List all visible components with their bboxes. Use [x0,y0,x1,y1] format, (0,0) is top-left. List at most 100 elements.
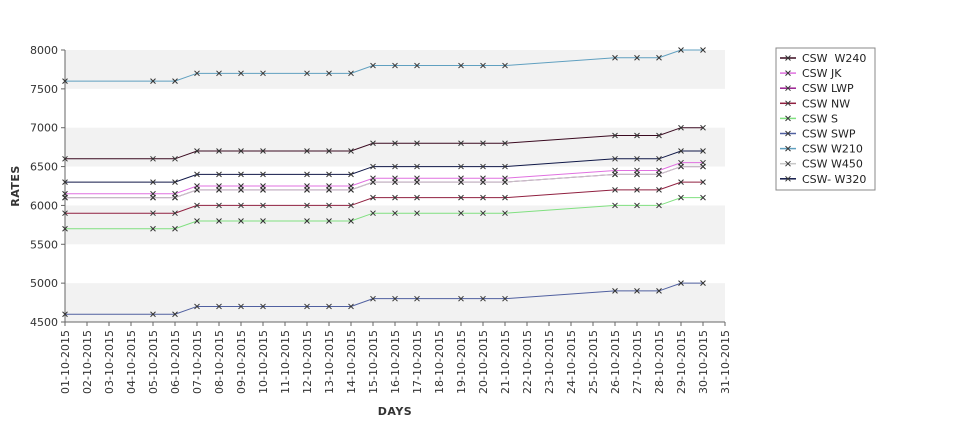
series-group [62,280,706,318]
series-lines [62,47,706,318]
data-point [62,179,68,185]
x-tick-label: 08-10-2015 [213,330,226,394]
data-point [150,78,156,84]
data-point [150,194,156,201]
data-point [326,187,332,193]
data-point [634,288,640,294]
data-point [260,171,266,178]
data-point [502,163,508,170]
legend-entry: CSW JK [802,67,842,80]
data-point [700,47,706,53]
data-point [260,148,266,154]
series-group [62,159,706,197]
legend-swatch-marker [785,115,791,122]
x-tick-label: 12-10-2015 [301,330,314,394]
data-point [194,303,200,310]
grid-band [65,205,725,245]
legend-swatch-marker [785,160,791,167]
data-point [414,194,420,201]
data-point [348,303,354,310]
data-point [348,171,354,178]
x-tick-label: 29-10-2015 [675,330,688,394]
data-point [656,288,662,294]
data-point [656,202,662,209]
data-point [304,70,310,77]
data-point [656,132,662,139]
data-point [612,288,618,294]
x-tick-label: 26-10-2015 [609,330,622,394]
data-point [612,171,618,178]
data-point [62,155,68,162]
data-point [634,132,640,139]
data-point [392,295,398,302]
series-group [62,124,706,162]
legend-entry: CSW NW [802,97,850,110]
data-point [700,280,706,286]
data-point [480,210,486,217]
grid-band [65,283,725,322]
data-point [172,155,178,162]
data-point [238,171,244,178]
series-group [62,47,706,84]
data-point [480,179,486,185]
data-point [678,148,684,154]
data-point [458,179,464,185]
data-point [700,194,706,201]
data-point [502,62,508,69]
data-point [304,303,310,310]
x-tick-label: 11-10-2015 [279,330,292,394]
data-point [458,210,464,217]
data-point [700,163,706,170]
data-point [194,171,200,178]
series-group [62,194,706,232]
series-group [62,179,706,217]
series-line [65,162,703,195]
data-point [414,179,420,185]
legend-swatch-marker [785,145,791,152]
x-tick-label: 07-10-2015 [191,330,204,394]
data-point [414,140,420,147]
data-point [326,303,332,310]
data-point [238,187,244,193]
data-point [150,179,156,185]
data-point [414,295,420,302]
x-tick-label: 05-10-2015 [147,330,160,394]
data-point [348,70,354,77]
data-point [678,163,684,170]
data-point [194,218,200,224]
data-point [326,70,332,77]
data-point [62,210,68,217]
x-tick-label: 16-10-2015 [389,330,402,394]
x-tick-label: 17-10-2015 [411,330,424,394]
legend-entry: CSW W210 [802,143,863,156]
legend-entry: CSW LWP [802,82,854,95]
grid-band [65,127,725,167]
data-point [216,171,222,178]
legend-entry: CSW W240 [802,52,866,65]
data-point [458,194,464,201]
data-point [238,303,244,310]
x-tick-label: 03-10-2015 [103,330,116,394]
data-point [392,62,398,69]
series-group [62,148,706,185]
data-point [678,124,684,131]
x-tick-label: 14-10-2015 [345,330,358,394]
data-point [392,163,398,170]
legend-swatch-marker [785,55,791,61]
x-tick-label: 21-10-2015 [499,330,512,394]
data-point [238,70,244,77]
data-point [304,187,310,193]
x-tick-label: 01-10-2015 [59,330,72,394]
data-point [612,155,618,162]
x-tick-label: 24-10-2015 [565,330,578,394]
x-axis-label: DAYS [378,405,412,418]
data-point [656,155,662,162]
data-point [678,194,684,201]
data-point [260,202,266,209]
data-point [700,124,706,131]
y-tick-label: 5000 [30,277,58,290]
data-point [326,148,332,154]
data-point [150,311,156,318]
x-tick-label: 10-10-2015 [257,330,270,394]
